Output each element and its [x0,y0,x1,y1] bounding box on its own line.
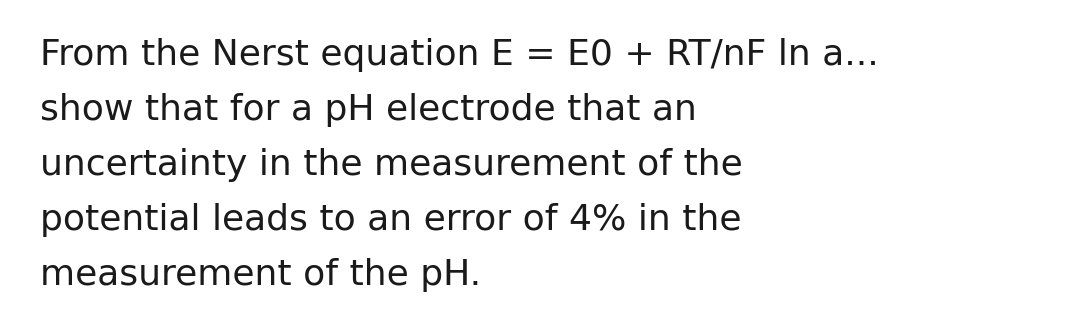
Text: show that for a pH electrode that an: show that for a pH electrode that an [40,93,697,127]
Text: From the Nerst equation E = E0 + RT/nF ln a...: From the Nerst equation E = E0 + RT/nF l… [40,38,879,72]
Text: uncertainty in the measurement of the: uncertainty in the measurement of the [40,148,743,182]
Text: measurement of the pH.: measurement of the pH. [40,258,481,292]
Text: potential leads to an error of 4% in the: potential leads to an error of 4% in the [40,203,742,237]
